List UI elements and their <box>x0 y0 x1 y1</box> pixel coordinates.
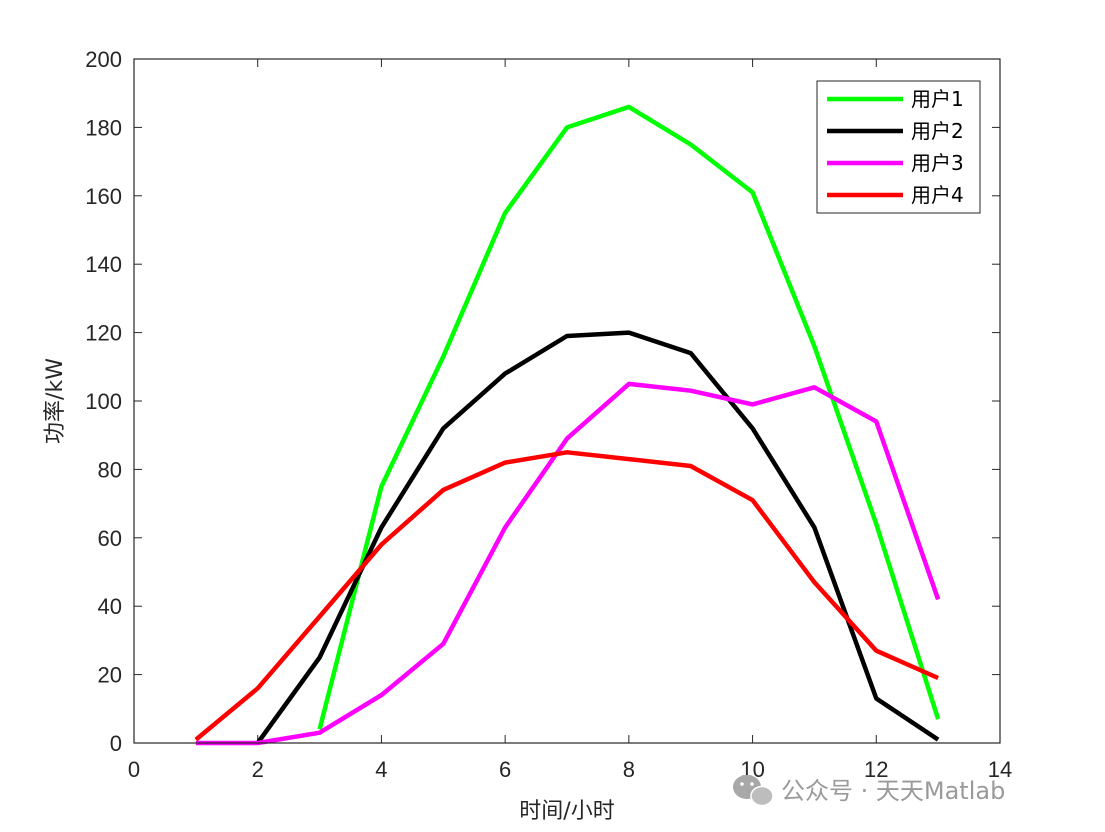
x-tick-label: 4 <box>375 757 387 782</box>
y-tick-label: 180 <box>85 115 122 140</box>
series-line-3 <box>195 381 941 746</box>
x-tick-label: 2 <box>252 757 264 782</box>
y-tick-label: 120 <box>85 321 122 346</box>
watermark-text: 公众号 · 天天Matlab <box>781 777 1005 805</box>
x-tick-label: 0 <box>128 757 140 782</box>
y-tick-label: 60 <box>98 526 122 551</box>
legend-label-1: 用户1 <box>911 87 964 111</box>
y-axis-title: 功率/kW <box>43 358 68 444</box>
y-tick-label: 0 <box>110 731 122 756</box>
x-tick-label: 12 <box>864 757 888 782</box>
legend-label-4: 用户4 <box>911 183 964 207</box>
watermark: 公众号 · 天天Matlab <box>733 775 1005 807</box>
y-tick-label: 200 <box>85 47 122 72</box>
legend-label-3: 用户3 <box>911 151 964 175</box>
legend-label-2: 用户2 <box>911 119 964 143</box>
y-tick-label: 80 <box>98 457 122 482</box>
x-tick-label: 14 <box>988 757 1012 782</box>
series-line-4 <box>194 450 940 742</box>
wechat-icon <box>733 775 774 807</box>
y-tick-label: 140 <box>85 252 122 277</box>
legend-box <box>816 80 981 214</box>
y-tick-label: 40 <box>98 594 122 619</box>
y-tick-label: 160 <box>85 184 122 209</box>
x-axis-title: 时间/小时 <box>519 799 614 824</box>
plot-lines <box>194 104 941 746</box>
y-tick-label: 100 <box>85 389 122 414</box>
legend: 用户1 用户2 用户3 用户4 <box>816 80 981 214</box>
series-line-2 <box>255 330 940 745</box>
x-tick-label: 6 <box>499 757 511 782</box>
axes-box <box>133 58 1001 744</box>
y-tick-label: 20 <box>98 663 122 688</box>
series-line-1 <box>317 104 941 730</box>
x-tick-label: 8 <box>623 757 635 782</box>
